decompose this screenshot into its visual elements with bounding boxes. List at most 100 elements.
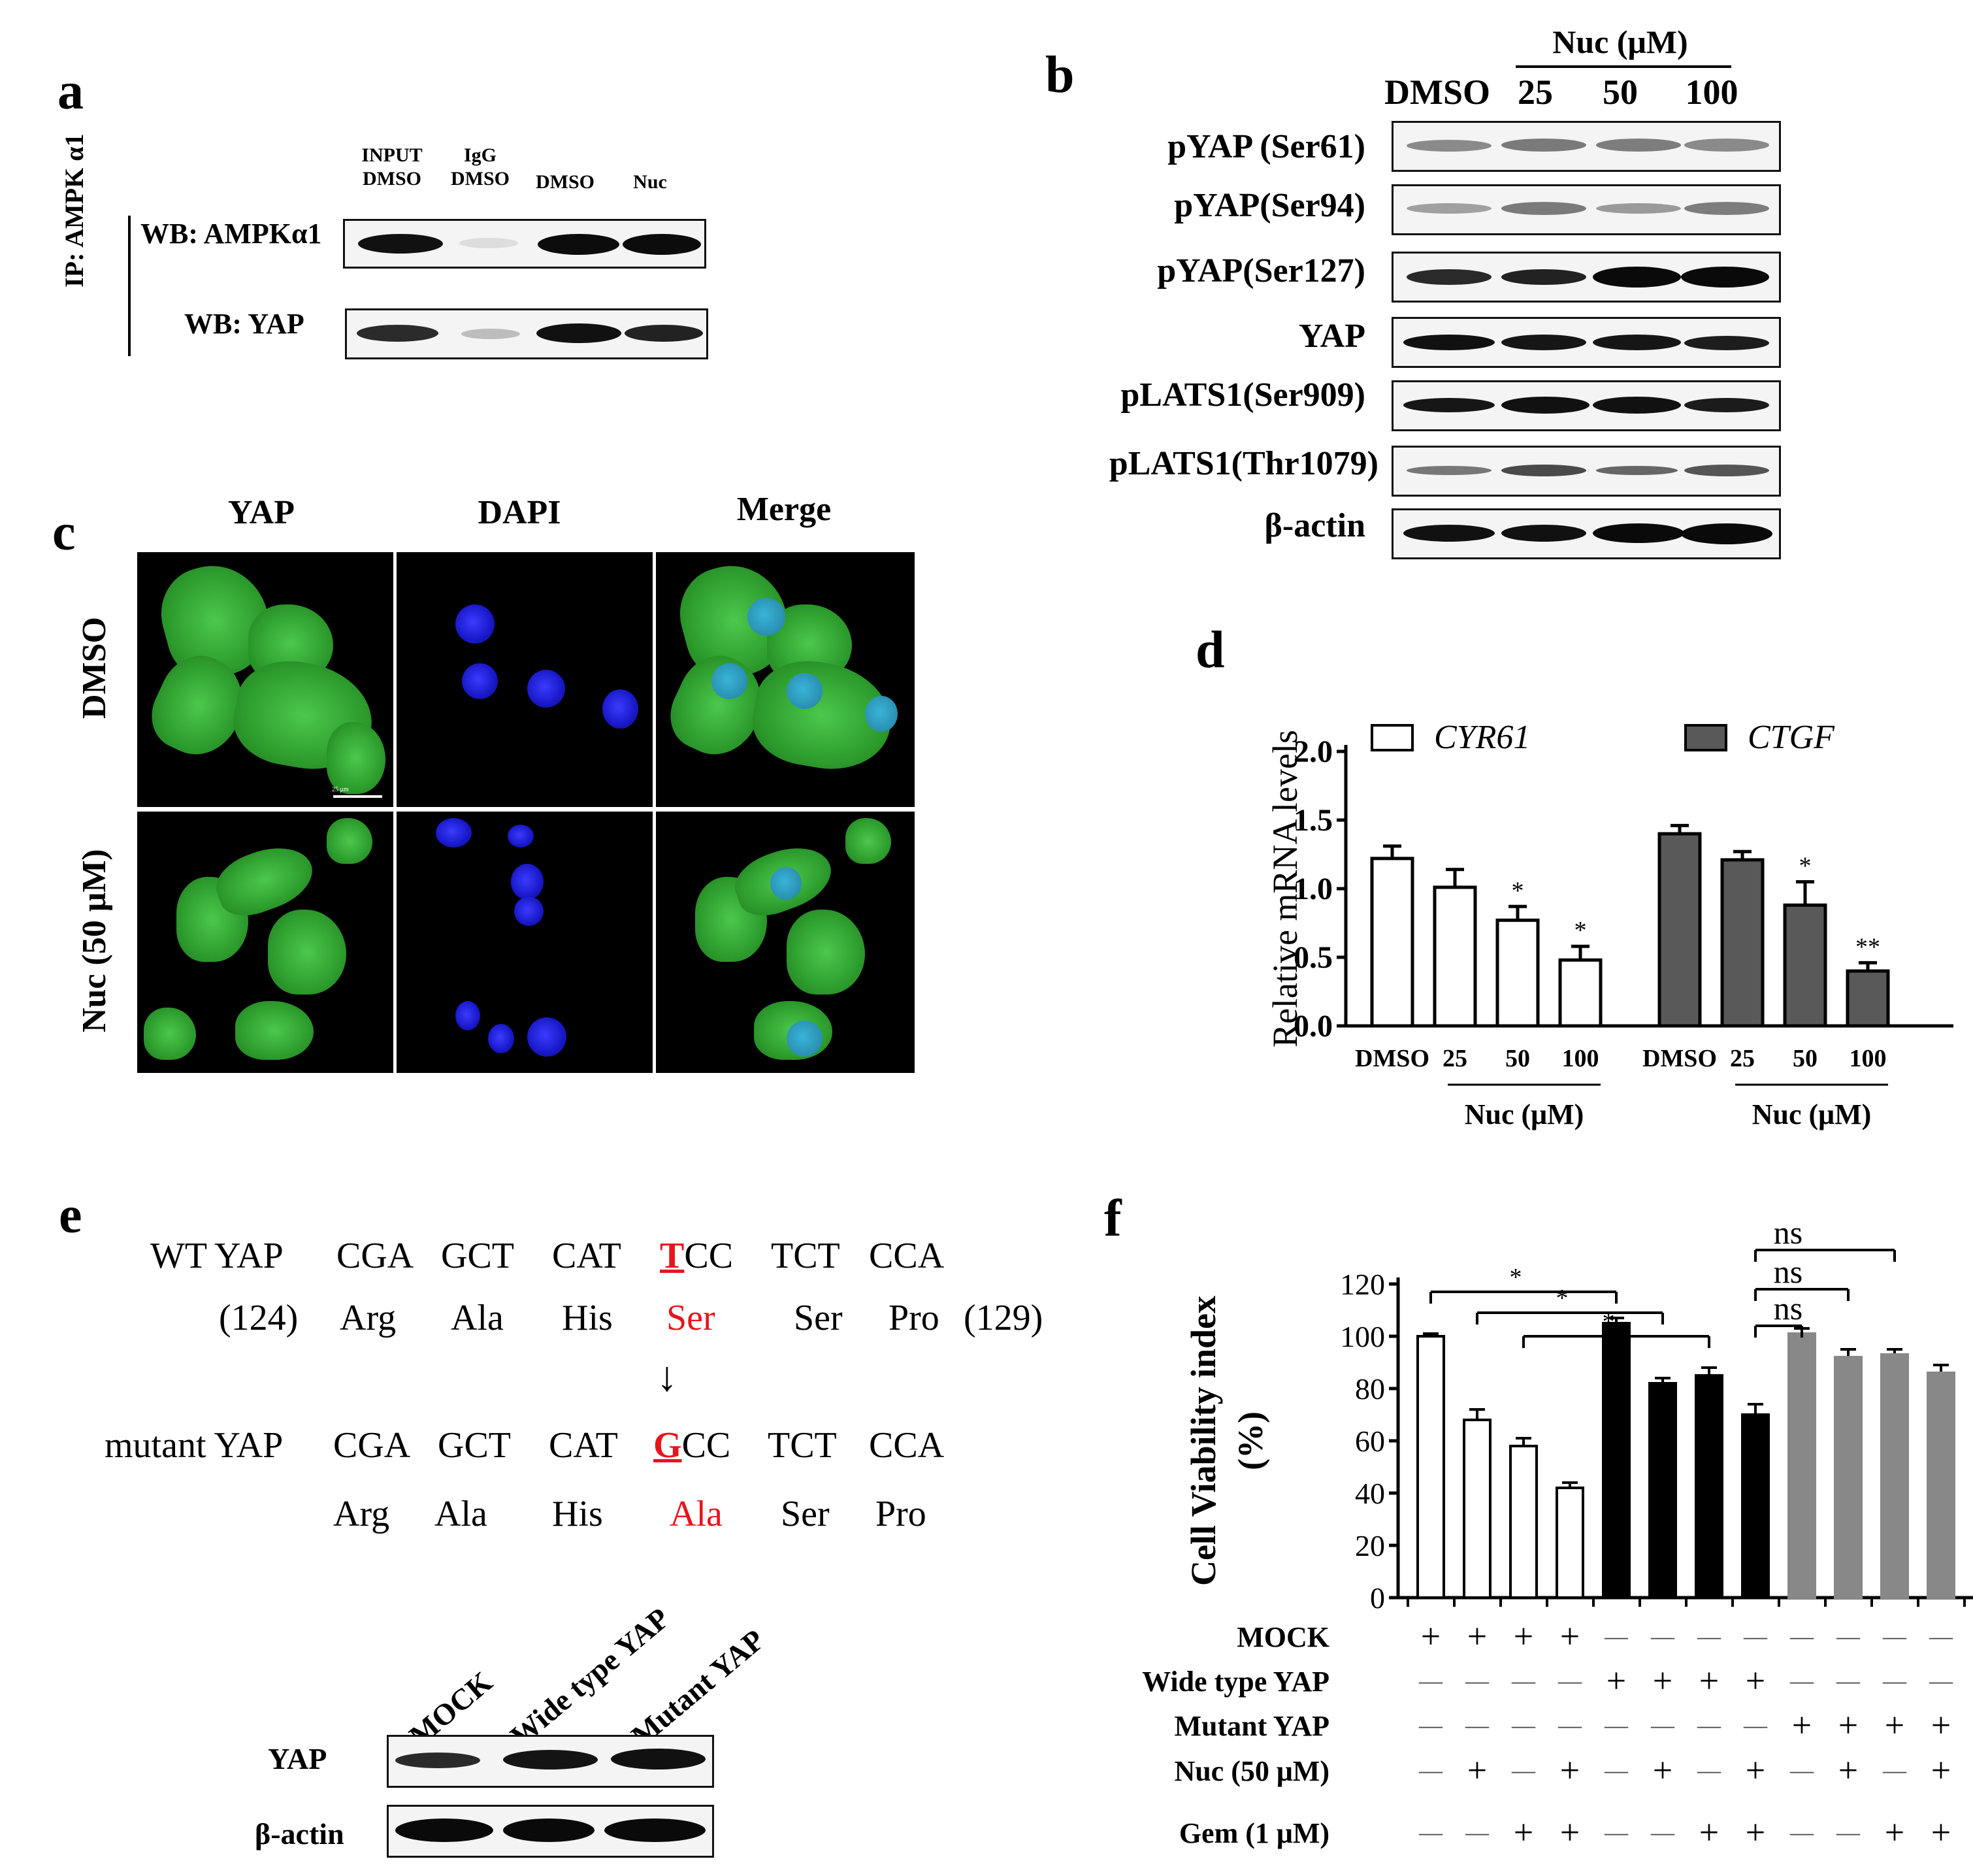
- wt-codon: CGA: [336, 1236, 414, 1276]
- col-label-merge: Merge: [736, 491, 832, 528]
- condition-sign: +: [1514, 1617, 1533, 1656]
- condition-sign: —: [1418, 1757, 1443, 1783]
- y-tick-label: 1.5: [1294, 803, 1333, 838]
- bar: [1463, 1419, 1492, 1599]
- panel-f-label: f: [1104, 1190, 1122, 1247]
- bar: [1880, 1353, 1909, 1599]
- group-axis-label: Nuc (μM): [1752, 1098, 1872, 1130]
- condition-sign: —: [1650, 1623, 1675, 1649]
- blot-row-label: β-actin: [1264, 507, 1365, 544]
- mut-codon: CCA: [869, 1425, 945, 1466]
- condition-sign: +: [1514, 1813, 1533, 1852]
- sig-label: ns: [1774, 1253, 1802, 1290]
- wt-codon: TCT: [771, 1236, 840, 1276]
- condition-sign: —: [1836, 1819, 1861, 1845]
- condition-sign: +: [1699, 1661, 1719, 1700]
- mut-codon: CAT: [549, 1425, 618, 1466]
- condition-sign: —: [1511, 1668, 1536, 1694]
- wt-codon: GCT: [441, 1236, 514, 1276]
- condition-sign: —: [1929, 1623, 1953, 1649]
- pos-start: (124): [219, 1298, 299, 1338]
- panel-e-label: e: [59, 1187, 82, 1244]
- x-tick-label: 25: [1730, 1045, 1755, 1072]
- condition-sign: —: [1604, 1712, 1629, 1738]
- condition-sign: —: [1465, 1712, 1490, 1738]
- condition-sign: +: [1885, 1705, 1904, 1745]
- micrograph-yap-dmso: 25 μm: [137, 552, 393, 807]
- condition-sign: —: [1882, 1757, 1907, 1783]
- condition-sign: +: [1467, 1751, 1487, 1790]
- bar: [1695, 1374, 1723, 1599]
- mut-codon: CGA: [333, 1425, 411, 1466]
- condition-label: Nuc (50 μM): [1174, 1755, 1329, 1787]
- bar-ctgf: [1720, 858, 1765, 1028]
- x-tick-label: 50: [1793, 1045, 1818, 1072]
- condition-sign: +: [1838, 1705, 1858, 1745]
- y-tick-label: 1.0: [1294, 872, 1333, 906]
- condition-sign: —: [1697, 1712, 1721, 1738]
- condition-sign: +: [1838, 1751, 1858, 1790]
- condition-sign: +: [1746, 1751, 1765, 1790]
- row-label-nuc: Nuc (50 μM): [76, 849, 113, 1032]
- lane-25: 25: [1518, 73, 1553, 112]
- x-tick-label: 50: [1505, 1045, 1530, 1072]
- y-tick-label: 80: [1355, 1372, 1385, 1406]
- blot-e-yap: [387, 1735, 714, 1788]
- wt-aa: His: [562, 1298, 613, 1338]
- condition-sign: +: [1931, 1813, 1951, 1852]
- y-tick-label: 60: [1355, 1424, 1385, 1458]
- sig-marker: *: [1512, 877, 1524, 904]
- mut-mutated-codon: GCC: [653, 1424, 730, 1466]
- micrograph-dapi-nuc: [397, 812, 653, 1073]
- sig-label: *: [1510, 1264, 1522, 1291]
- panel-c-label: c: [52, 504, 76, 561]
- condition-sign: —: [1557, 1668, 1582, 1694]
- legend-label: CYR61: [1434, 719, 1530, 756]
- ip-label: IP: AMPK α1: [59, 133, 89, 288]
- col-label-yap: YAP: [227, 494, 295, 531]
- blot-plats1-thr1079: [1392, 446, 1781, 497]
- condition-sign: +: [1421, 1617, 1441, 1656]
- scale-bar-label: 25 μm: [332, 786, 349, 793]
- condition-sign: —: [1511, 1757, 1536, 1783]
- condition-sign: —: [1650, 1819, 1675, 1845]
- condition-sign: —: [1465, 1819, 1490, 1845]
- mut-codon: TCT: [768, 1425, 837, 1466]
- bar: [1834, 1356, 1863, 1599]
- sig-marker: **: [1855, 933, 1880, 961]
- condition-sign: —: [1418, 1819, 1443, 1845]
- blot-pyap-ser94: [1392, 184, 1781, 235]
- blot-row-label: pLATS1(Ser909): [1120, 376, 1365, 414]
- condition-sign: —: [1465, 1668, 1490, 1694]
- condition-sign: —: [1604, 1757, 1629, 1783]
- blot-ampk: [343, 219, 706, 269]
- y-tick-label: 120: [1340, 1268, 1385, 1301]
- mutation-arrow: ↓: [657, 1353, 677, 1400]
- blot-row-label: WB: AMPKα1: [140, 218, 322, 250]
- y-tick-label: 0.0: [1294, 1009, 1333, 1044]
- blot-pyap-ser61: [1392, 121, 1781, 172]
- condition-sign: +: [1931, 1705, 1951, 1745]
- condition-sign: —: [1697, 1757, 1721, 1783]
- lane-100: 100: [1685, 73, 1738, 112]
- y-tick-label: 2.0: [1294, 734, 1333, 769]
- chart-f: 0 20 40 60 80 100 120 Cell Viability index (%) * *…: [1142, 1214, 1973, 1852]
- mut-mutated-base: G: [653, 1425, 682, 1466]
- nuc-group-label: Nuc (μM): [1552, 24, 1688, 60]
- condition-sign: +: [1931, 1751, 1951, 1790]
- mutant-yap-label: mutant YAP: [105, 1425, 284, 1466]
- bar-cyr61: [1558, 958, 1603, 1028]
- y-tick-label: 0.5: [1294, 940, 1333, 975]
- condition-sign: —: [1743, 1712, 1768, 1738]
- mut-aa-highlight: Ala: [670, 1494, 723, 1534]
- bar: [1556, 1487, 1584, 1599]
- bar: [1509, 1445, 1538, 1599]
- condition-sign: +: [1467, 1617, 1487, 1656]
- condition-sign: +: [1746, 1661, 1765, 1700]
- micrograph-merge-dmso: [656, 552, 915, 807]
- condition-sign: +: [1885, 1813, 1904, 1852]
- micrograph-yap-nuc: [137, 812, 393, 1073]
- condition-label: Gem (1 μM): [1179, 1817, 1329, 1849]
- condition-sign: —: [1789, 1819, 1814, 1845]
